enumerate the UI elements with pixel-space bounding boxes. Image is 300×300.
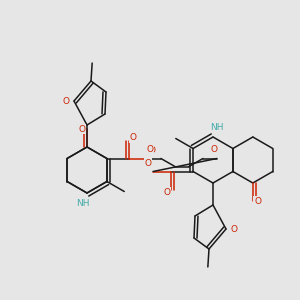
- Text: O: O: [164, 188, 171, 197]
- Text: O: O: [62, 97, 70, 106]
- Text: O: O: [254, 196, 261, 206]
- Text: NH: NH: [210, 122, 224, 131]
- Text: O: O: [230, 224, 238, 233]
- Text: O: O: [129, 133, 137, 142]
- Text: O: O: [148, 146, 155, 155]
- Text: O: O: [146, 145, 153, 154]
- Text: NH: NH: [76, 199, 90, 208]
- Text: O: O: [145, 159, 152, 168]
- Text: O: O: [79, 124, 86, 134]
- Text: O: O: [210, 145, 218, 154]
